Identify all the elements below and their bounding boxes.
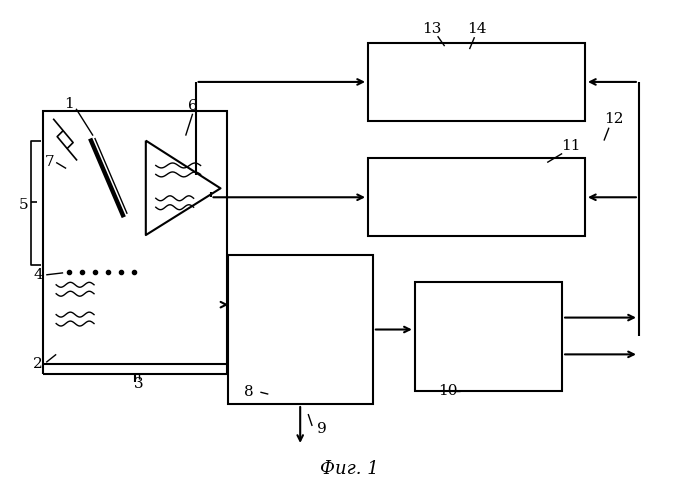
Text: 14: 14 xyxy=(467,22,487,36)
Text: 4: 4 xyxy=(34,268,43,282)
Text: 7: 7 xyxy=(44,155,54,170)
Text: 2: 2 xyxy=(34,357,43,371)
Bar xyxy=(415,282,562,391)
Bar xyxy=(368,43,585,121)
Text: 10: 10 xyxy=(438,384,457,398)
Text: 1: 1 xyxy=(64,97,74,111)
Text: 3: 3 xyxy=(134,377,144,391)
Text: 6: 6 xyxy=(188,99,198,113)
Text: 12: 12 xyxy=(604,112,624,126)
Text: 9: 9 xyxy=(317,422,327,436)
Text: 11: 11 xyxy=(561,139,581,152)
Text: 13: 13 xyxy=(422,22,441,36)
Text: Фиг. 1: Фиг. 1 xyxy=(319,460,378,478)
Bar xyxy=(43,111,227,365)
Bar xyxy=(368,158,585,236)
Text: 5: 5 xyxy=(18,198,28,212)
Text: 8: 8 xyxy=(243,385,253,399)
Bar xyxy=(229,255,373,404)
